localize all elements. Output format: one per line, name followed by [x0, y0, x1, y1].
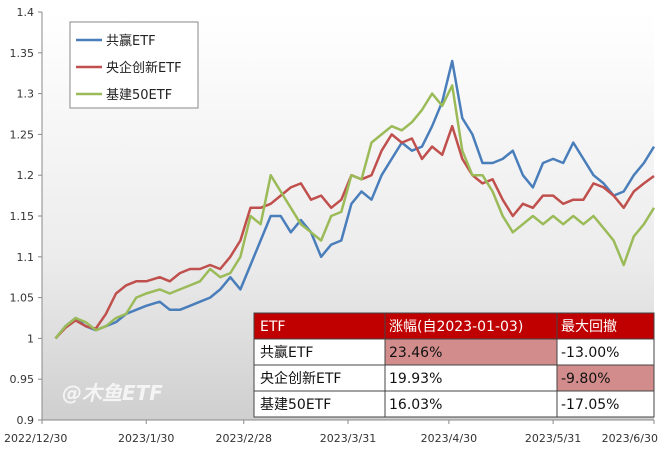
table-cell-etf: 基建50ETF: [260, 396, 331, 413]
series-group: [54, 59, 656, 340]
legend-label-0: 共赢ETF: [106, 33, 156, 49]
x-tick-label: 2023/3/31: [320, 432, 376, 445]
table-header-bg: [254, 313, 654, 339]
x-tick-label: 2023/4/30: [421, 432, 477, 445]
y-tick-label: 0.95: [10, 373, 35, 386]
series-line-0: [54, 59, 656, 340]
summary-table: ETF 涨幅(自2023-01-03) 最大回撤 共赢ETF 23.46% -1…: [253, 312, 655, 418]
legend-label-2: 基建50ETF: [106, 88, 172, 103]
legend-label-1: 央企创新ETF: [106, 60, 182, 76]
y-tick-label: 1: [27, 332, 34, 345]
x-tick-label: 2023/6/30: [602, 432, 658, 445]
table-border: [253, 312, 655, 418]
y-tick-label: 1.1: [17, 251, 35, 264]
table-cell-gain: 23.46%: [389, 345, 442, 361]
y-axis-ticks: 0.9 0.95 1 1.05 1.1 1.15 1.2 1.25 1.3 1.35 1.4: [10, 6, 42, 427]
x-tick-label: 2023/1/30: [118, 432, 174, 445]
table-cell-drawdown: -9.80%: [561, 371, 611, 387]
y-tick-label: 1.35: [10, 47, 35, 60]
y-tick-label: 1.4: [17, 6, 35, 19]
legend: 共赢ETF 央企创新ETF 基建50ETF: [69, 21, 199, 109]
highlight-cell-drawdown: [557, 365, 654, 391]
y-tick-label: 1.15: [10, 210, 35, 223]
table-header-drawdown: 最大回撤: [561, 319, 617, 335]
x-tick-label: 2023/2/28: [216, 432, 272, 445]
x-axis-ticks: 2022/12/30 2023/1/30 2023/2/28 2023/3/31 202…: [4, 420, 658, 445]
x-tick-label: 2023/5/31: [525, 432, 581, 445]
watermark: @木鱼ETF: [62, 381, 163, 405]
y-tick-label: 1.05: [10, 292, 35, 305]
table-cell-gain: 19.93%: [389, 371, 442, 387]
y-tick-label: 1.25: [10, 128, 35, 141]
series-line-2: [54, 84, 656, 340]
table-cell-etf: 共赢ETF: [260, 344, 313, 361]
table-cell-gain: 16.03%: [389, 397, 442, 413]
table-cell-etf: 央企创新ETF: [260, 370, 341, 387]
table-cell-drawdown: -17.05%: [561, 397, 619, 413]
table-cell-drawdown: -13.00%: [561, 345, 619, 361]
table-header-gain: 涨幅(自2023-01-03): [389, 319, 523, 335]
y-tick-label: 1.3: [17, 88, 35, 101]
y-tick-label: 1.2: [17, 169, 35, 182]
x-tick-label: 2022/12/30: [4, 432, 67, 445]
table-header-etf: ETF: [260, 319, 285, 335]
y-tick-label: 0.9: [17, 414, 35, 427]
highlight-cell-gain: [385, 339, 557, 365]
